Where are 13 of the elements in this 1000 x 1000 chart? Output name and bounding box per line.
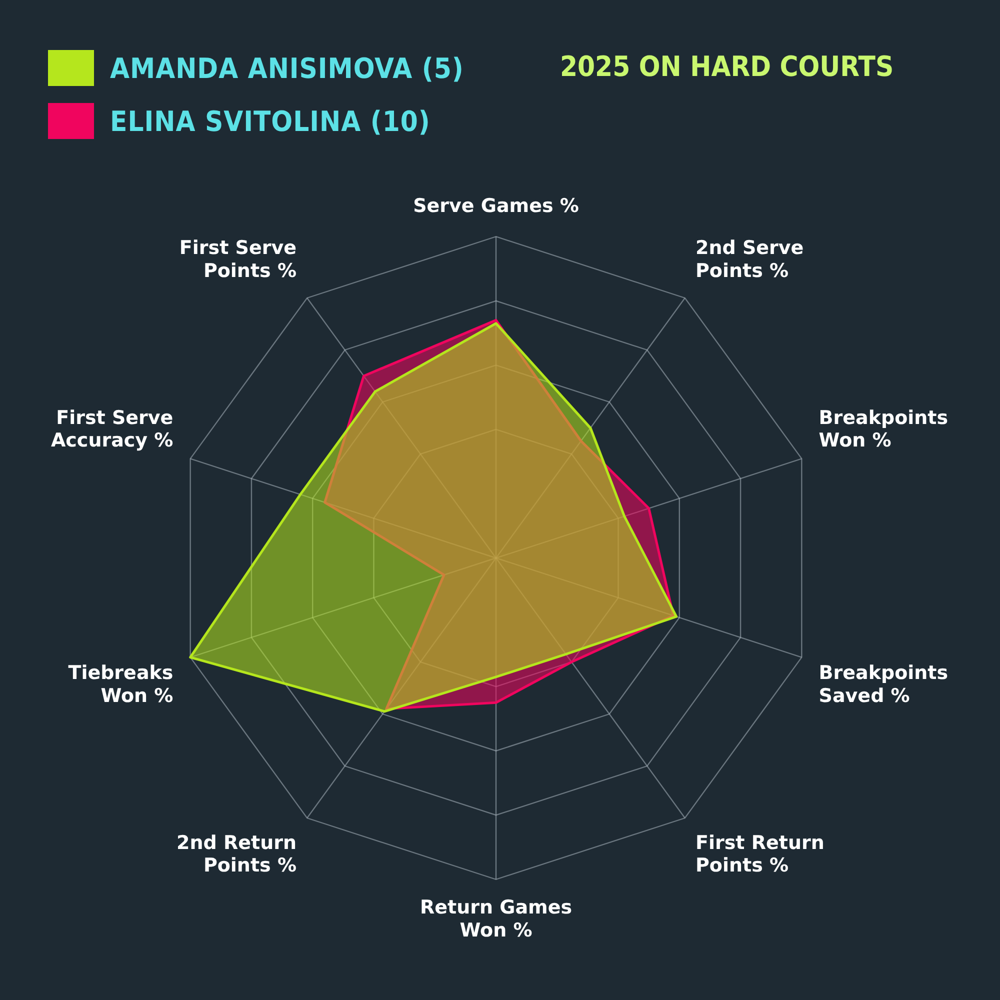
spoke-label: Tiebreaks Won %: [68, 662, 174, 708]
chart-title: 2025 ON HARD COURTS: [560, 50, 894, 83]
spoke-label: Breakpoints Saved %: [818, 662, 948, 708]
spoke-label: Breakpoints Won %: [818, 406, 948, 452]
spoke-label: 2nd Return Points %: [176, 832, 297, 877]
spoke-label: Return Games Won %: [420, 896, 572, 942]
spoke-label: First Serve Points %: [179, 237, 297, 282]
legend-label: ELINA SVITOLINA (10): [110, 104, 430, 138]
legend-label: AMANDA ANISIMOVA (5): [110, 52, 464, 84]
spoke-label: First Return Points %: [695, 832, 824, 877]
spoke-label: 2nd Serve Points %: [695, 237, 804, 282]
spoke-label: First Serve Accuracy %: [50, 406, 174, 452]
spoke-label: Serve Games %: [413, 195, 579, 218]
